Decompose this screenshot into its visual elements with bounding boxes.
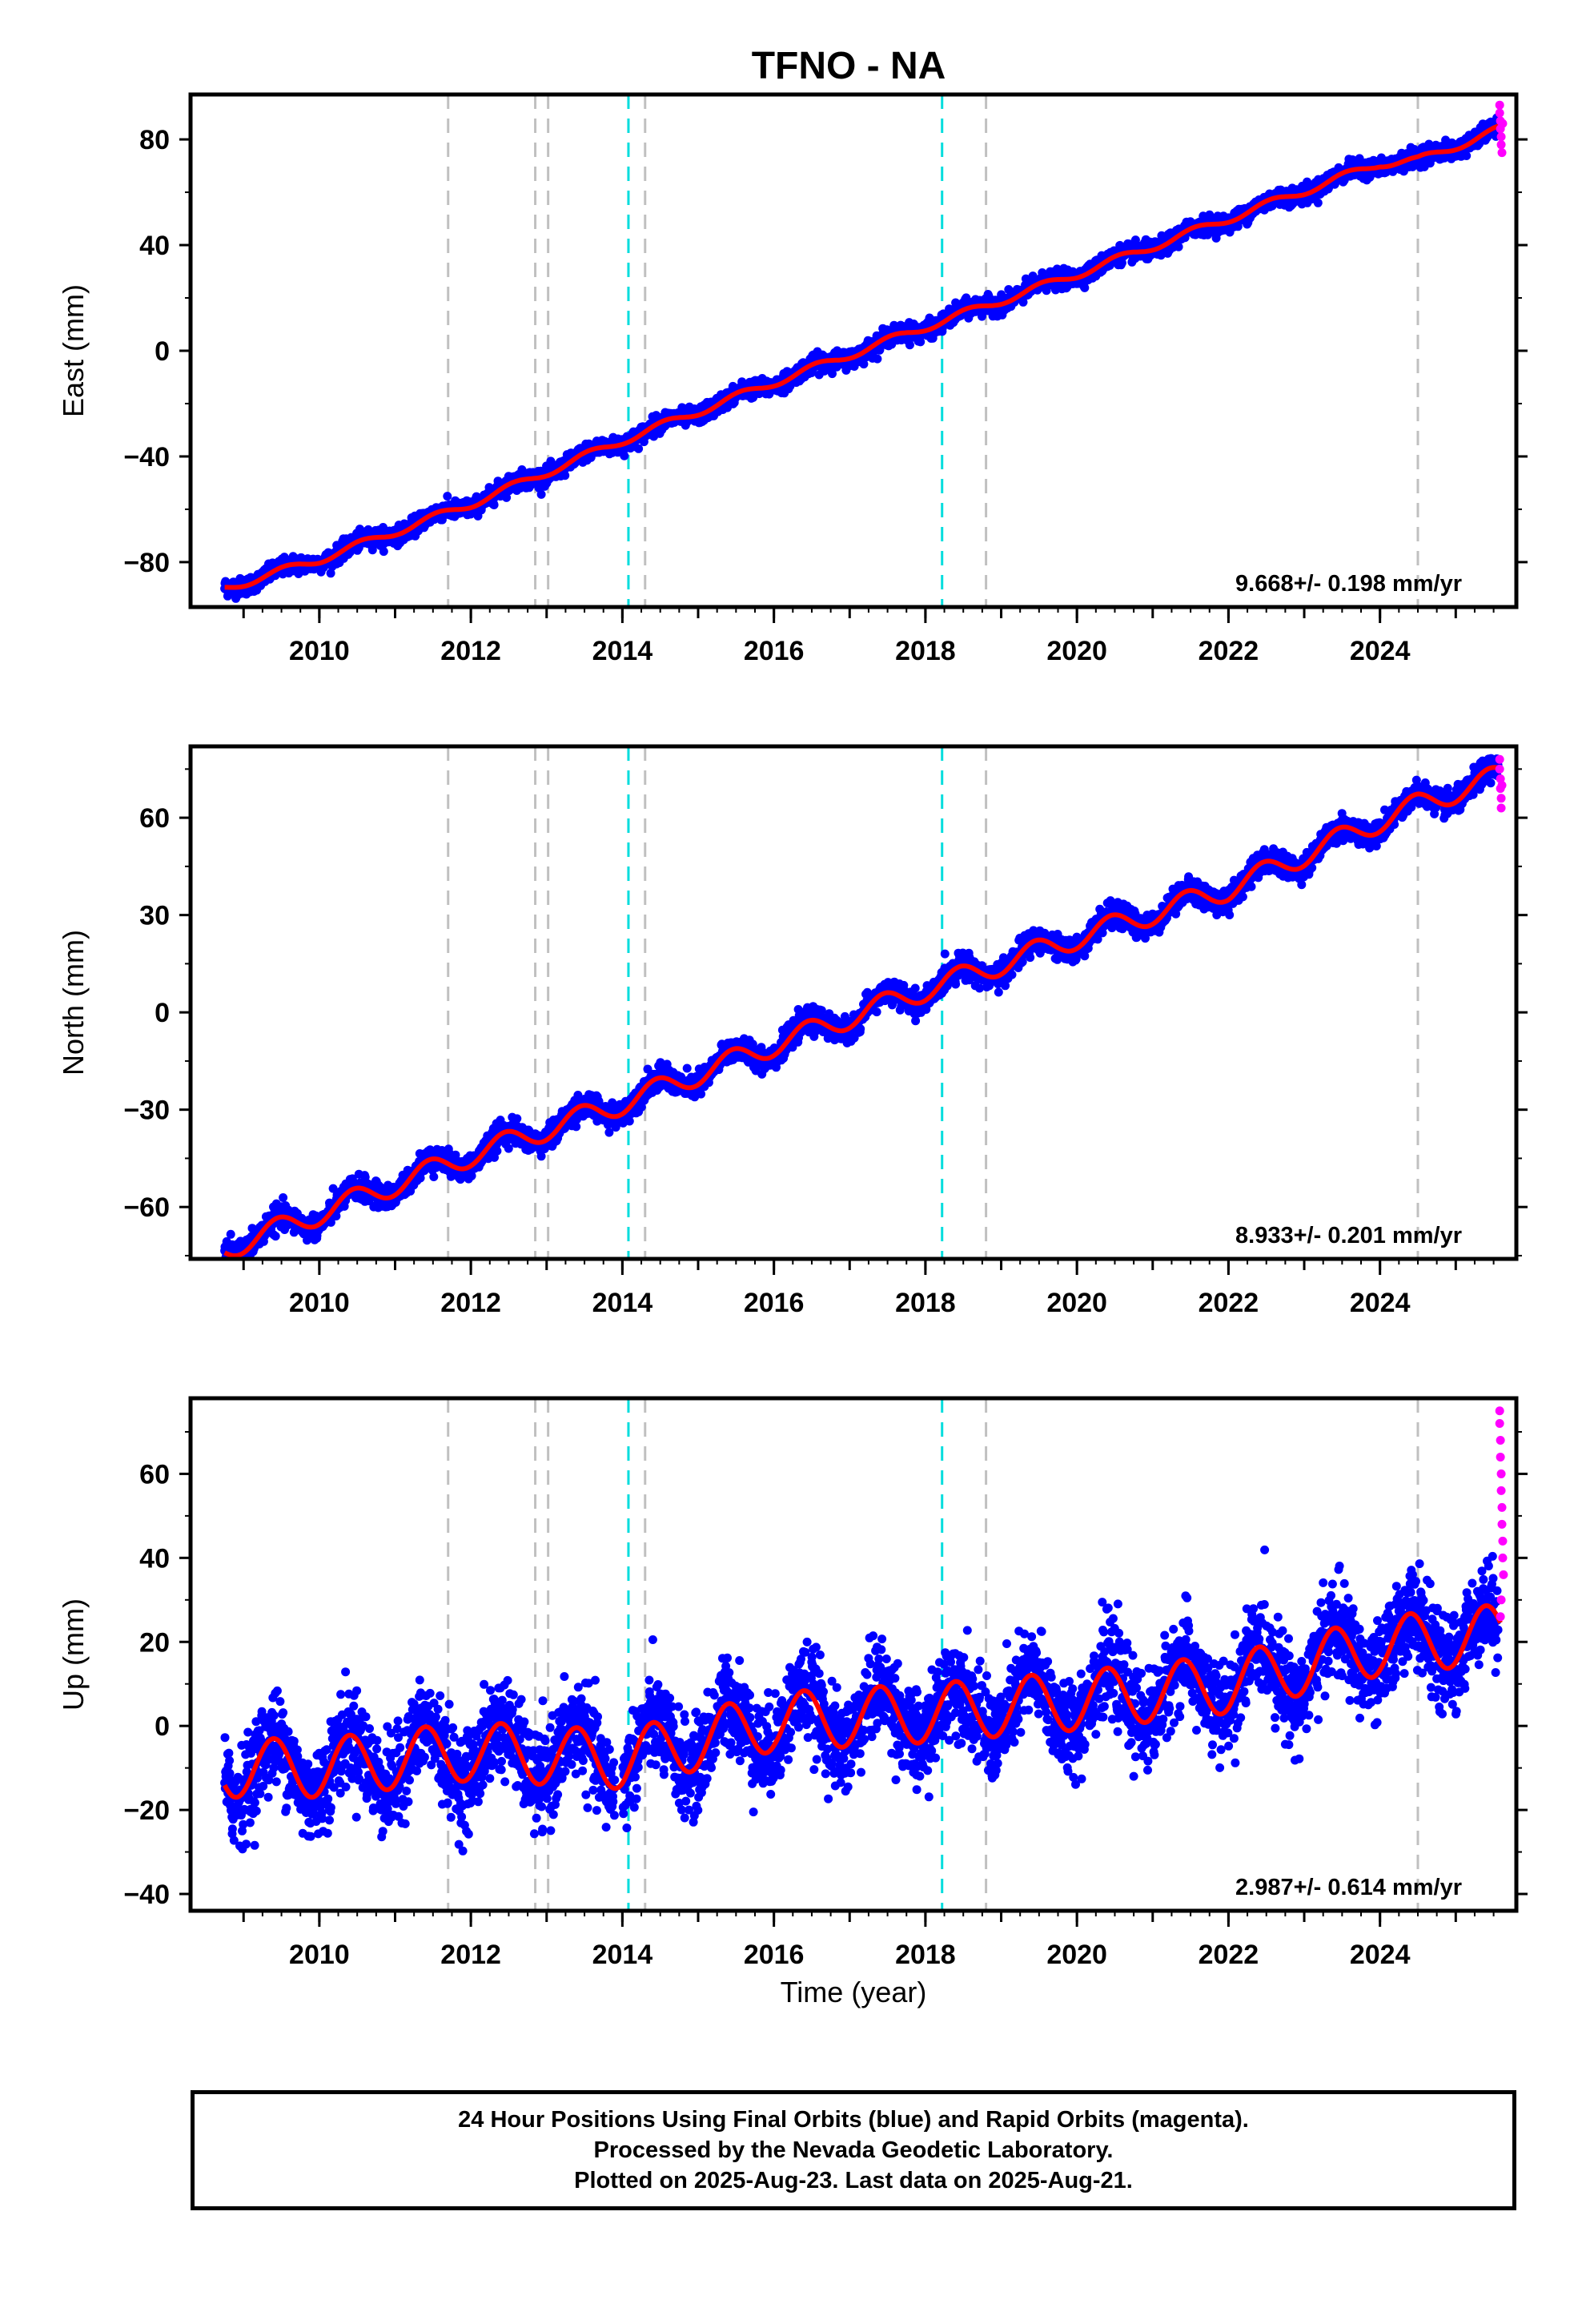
data-point [634,444,644,453]
rapid-orbit-point [1498,119,1508,128]
panels-group: 80 40 0 −40 −80 2010 2012 2014 2016 2018 2020 2022 2… [57,92,1528,2008]
data-point [1080,283,1090,292]
data-point [560,471,570,480]
data-point [279,1193,288,1202]
data-point [620,451,629,460]
y-tick-label: 0 [155,336,170,367]
y-tick-label: 40 [139,231,170,261]
data-point [367,545,377,555]
x-tick-label: 2012 [440,636,501,666]
data-point [1174,242,1183,251]
data-point [379,547,388,557]
y-axis-label: East (mm) [57,284,90,417]
y-tick-label: −40 [123,442,170,472]
rapid-orbit-point [1495,108,1504,118]
panel-east: 80 40 0 −40 −80 2010 2012 2014 2016 2018 2020 2022 2… [57,92,1528,666]
rapid-orbit-point [1496,132,1506,142]
y-tick-label: 80 [139,125,170,155]
y-tick-label: −80 [123,548,170,578]
chart-title: TFNO - NA [752,45,946,87]
x-tick-label: 2020 [1046,636,1107,666]
data-point [443,492,452,501]
data-point [226,1229,235,1239]
rate-annotation: 9.668+/- 0.198 mm/yr [1235,571,1462,597]
data-point [1462,151,1472,160]
data-point [1313,198,1323,207]
data-point [226,1262,235,1271]
rapid-orbit-point [1495,100,1504,110]
data-point [271,1232,280,1241]
x-tick-label: 2022 [1199,636,1259,666]
data-point [489,501,499,509]
x-tick-label: 2014 [592,636,653,666]
x-tick-label: 2024 [1350,636,1411,666]
x-tick-label: 2016 [744,636,805,666]
data-point [536,489,546,499]
x-tick-label: 2018 [895,636,956,666]
data-point [233,1260,242,1269]
data-point [226,1263,235,1272]
rapid-orbit-point [1497,148,1507,158]
data-point [905,340,914,350]
data-point [873,354,882,364]
data-point [235,1265,243,1274]
x-tick-label: 2010 [289,636,350,666]
rapid-orbit-point [1496,140,1506,150]
data-point [326,569,335,578]
